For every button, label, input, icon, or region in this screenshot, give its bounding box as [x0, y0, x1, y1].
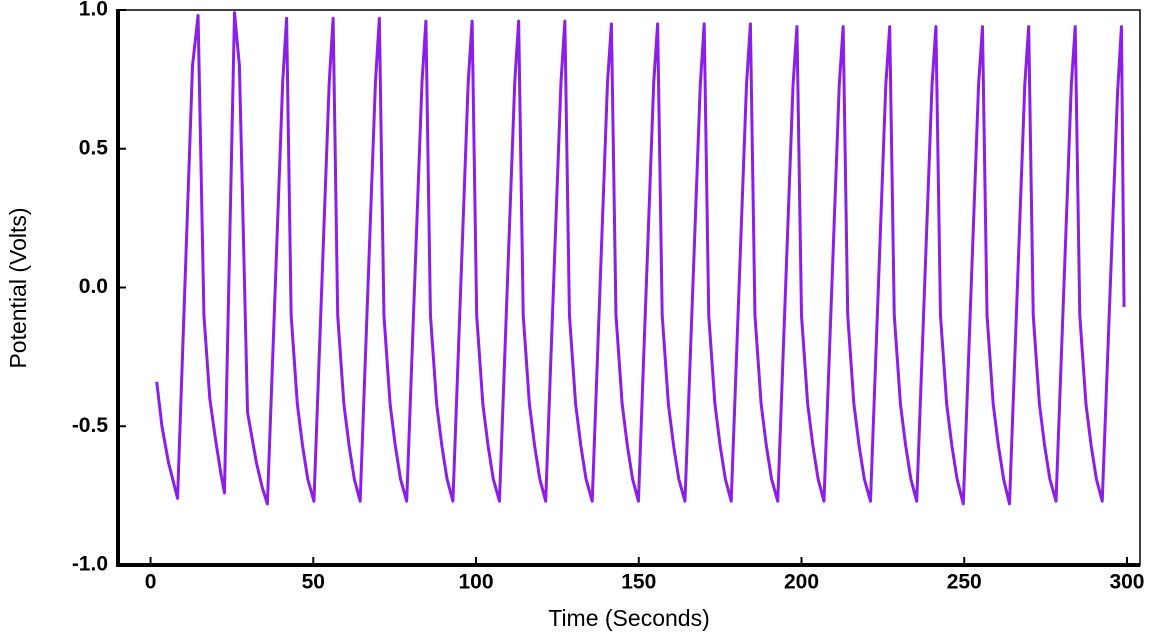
- x-tick-label: 250: [947, 571, 982, 594]
- data-line: [155, 11, 1126, 506]
- y-tick-label: -0.5: [72, 414, 109, 437]
- y-tick-label: -1.0: [72, 553, 108, 576]
- x-tick-label: 300: [1109, 571, 1144, 594]
- y-tick-label: 0.0: [79, 275, 108, 298]
- x-tick-label: 50: [302, 571, 325, 594]
- y-tick-label: 0.5: [79, 136, 109, 159]
- x-tick-label: 150: [621, 571, 656, 594]
- y-tick-label: 1.0: [79, 0, 108, 21]
- x-tick-label: 100: [459, 571, 494, 594]
- x-tick-label: 200: [784, 571, 819, 594]
- x-tick-label: 0: [145, 571, 157, 594]
- x-axis-title: Time (Seconds): [548, 605, 709, 631]
- y-axis-title: Potential (Volts): [5, 207, 31, 368]
